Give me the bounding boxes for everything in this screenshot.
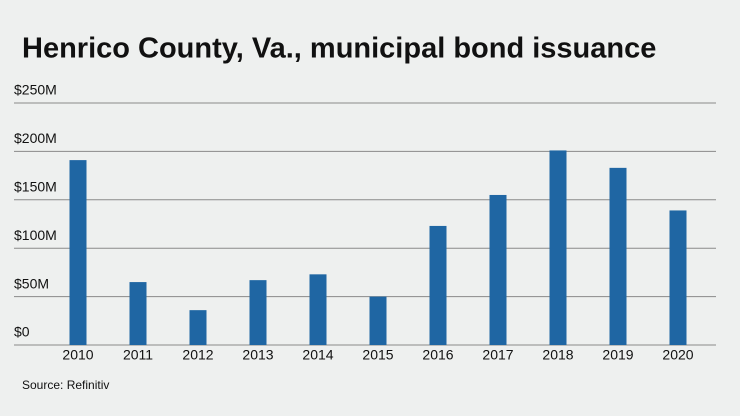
- bar: [489, 194, 507, 345]
- chart-title: Henrico County, Va., municipal bond issu…: [22, 33, 656, 65]
- y-tick-label: $50M: [14, 275, 49, 291]
- bar: [549, 150, 567, 345]
- y-tick-label: $100M: [14, 227, 57, 243]
- y-tick-label: $200M: [14, 130, 57, 146]
- x-tick-label: 2015: [362, 347, 393, 363]
- x-tick-label: 2010: [62, 347, 93, 363]
- x-tick-label: 2013: [242, 347, 273, 363]
- bar: [69, 160, 87, 345]
- y-tick-label: $250M: [14, 82, 57, 98]
- x-tick-label: 2017: [482, 347, 513, 363]
- bar: [369, 296, 387, 345]
- source-note: Source: Refinitiv: [22, 378, 109, 392]
- x-tick-label: 2014: [302, 347, 333, 363]
- x-tick-label: 2012: [182, 347, 213, 363]
- bar: [249, 280, 267, 345]
- bar: [309, 274, 327, 345]
- bar: [669, 210, 687, 345]
- x-tick-label: 2016: [422, 347, 453, 363]
- bar: [609, 167, 627, 345]
- x-tick-label: 2018: [542, 347, 573, 363]
- bar: [129, 282, 147, 345]
- bar: [189, 310, 207, 345]
- x-tick-label: 2020: [662, 347, 693, 363]
- y-tick-label: $0: [14, 324, 30, 340]
- x-tick-label: 2011: [123, 347, 153, 363]
- y-tick-label: $150M: [14, 179, 57, 195]
- x-tick-label: 2019: [602, 347, 633, 363]
- bar: [429, 225, 447, 345]
